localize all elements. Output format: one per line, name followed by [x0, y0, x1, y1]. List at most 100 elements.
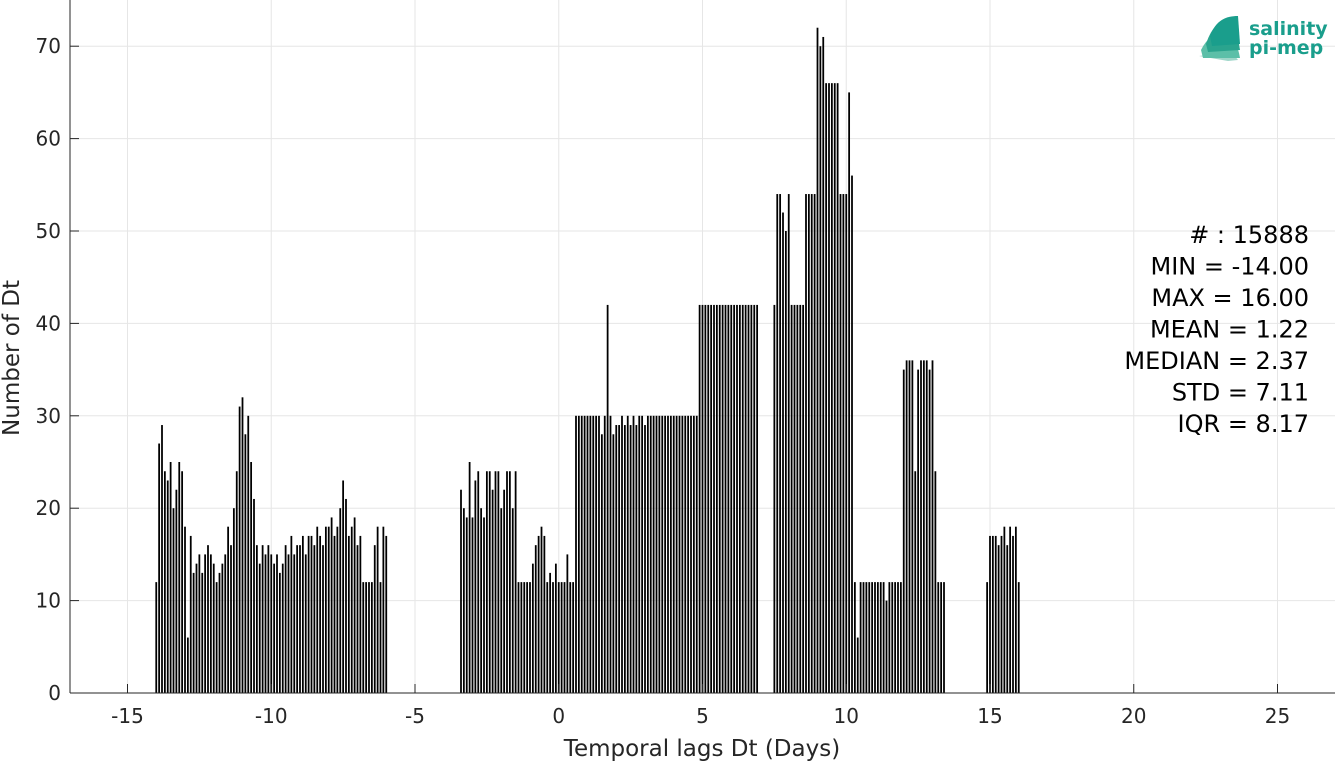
- histogram-bar: [891, 582, 894, 693]
- histogram-bar: [868, 582, 871, 693]
- histogram-bar: [612, 434, 615, 693]
- histogram-bar: [799, 304, 802, 693]
- histogram-bar: [994, 535, 997, 693]
- y-axis-label: Number of Dt: [0, 280, 25, 436]
- histogram-bar: [851, 175, 853, 693]
- histogram-bar: [989, 535, 991, 693]
- logo-text-salinity: salinity: [1249, 18, 1328, 40]
- histogram-bar: [825, 83, 828, 693]
- histogram-bar: [845, 194, 848, 694]
- histogram-bar: [531, 563, 534, 693]
- histogram-bar: [707, 304, 710, 693]
- histogram-bar: [178, 462, 181, 693]
- histogram-bar: [373, 545, 376, 693]
- histogram-bar: [684, 415, 687, 693]
- histogram-bars: [155, 27, 1020, 694]
- histogram-bar: [503, 489, 506, 693]
- histogram-bar: [917, 369, 920, 693]
- histogram-bar: [497, 471, 500, 693]
- histogram-bar: [342, 480, 345, 693]
- x-tick-label: 10: [834, 704, 859, 728]
- stats-line: IQR = 8.17: [1178, 410, 1309, 438]
- histogram-bar: [540, 526, 543, 693]
- histogram-bar: [784, 231, 787, 693]
- histogram-bar: [175, 489, 178, 693]
- histogram-bar: [675, 415, 678, 693]
- logo-text-pi-mep: pi-mep: [1249, 37, 1323, 59]
- histogram-bar: [606, 304, 609, 693]
- histogram-bar: [347, 535, 350, 693]
- histogram-bar: [163, 471, 166, 693]
- histogram-bar: [552, 582, 554, 693]
- histogram-bar: [710, 304, 713, 693]
- histogram-bar: [1006, 545, 1009, 693]
- histogram-bar: [560, 582, 563, 693]
- histogram-bar: [546, 582, 549, 693]
- histogram-bar: [247, 415, 250, 693]
- histogram-bar: [563, 582, 566, 693]
- x-tick-label: -10: [255, 704, 288, 728]
- histogram-bar: [201, 572, 204, 693]
- histogram-bar: [632, 415, 635, 693]
- histogram-bar: [549, 572, 552, 693]
- histogram-bar: [931, 360, 934, 693]
- histogram-bar: [376, 526, 379, 693]
- x-tick-label: -5: [405, 704, 425, 728]
- histogram-bar: [1000, 535, 1003, 693]
- histogram-bar: [879, 582, 882, 693]
- histogram-bar: [230, 545, 232, 693]
- histogram-bar: [227, 526, 230, 693]
- histogram-bar: [695, 415, 698, 693]
- histogram-bar: [646, 415, 649, 693]
- histogram-bar: [756, 304, 759, 693]
- histogram-bar: [782, 212, 784, 693]
- histogram-bar: [718, 304, 721, 693]
- histogram-bar: [543, 535, 546, 693]
- histogram-bar: [862, 582, 865, 693]
- y-tick-label: 60: [36, 127, 61, 151]
- histogram-bar: [261, 545, 264, 693]
- histogram-bar: [158, 443, 161, 693]
- histogram-bar: [569, 582, 572, 693]
- histogram-bar: [250, 462, 253, 693]
- histogram-bar: [273, 563, 276, 693]
- histogram-bar: [911, 360, 914, 693]
- salinity-pi-mep-logo: salinity pi-mep: [1199, 16, 1328, 61]
- histogram-bar: [681, 415, 684, 693]
- histogram-bar: [368, 582, 370, 693]
- y-tick-label: 30: [36, 404, 61, 428]
- y-axis-ticks: 0 10 20 30 40 50 60 70: [36, 34, 79, 705]
- histogram-bar: [842, 194, 845, 694]
- histogram-bar: [258, 563, 261, 693]
- histogram-bar: [885, 600, 888, 693]
- histogram-bar: [336, 526, 339, 693]
- histogram-bar: [934, 471, 937, 693]
- histogram-bar: [264, 554, 267, 693]
- histogram-bar: [678, 415, 681, 693]
- histogram-bar: [192, 572, 195, 693]
- histogram-bar: [830, 83, 833, 693]
- histogram-bar: [204, 554, 207, 693]
- histogram-bar: [520, 582, 523, 693]
- histogram-bar: [661, 415, 664, 693]
- histogram-bar: [618, 425, 621, 693]
- x-tick-label: 0: [552, 704, 565, 728]
- histogram-bar: [592, 415, 595, 693]
- histogram-bar: [905, 360, 908, 693]
- histogram-bar: [698, 304, 701, 693]
- histogram-bar: [807, 194, 810, 694]
- y-tick-label: 10: [36, 589, 61, 613]
- histogram-bar: [790, 304, 793, 693]
- histogram-bar: [554, 563, 557, 693]
- histogram-bar: [658, 415, 661, 693]
- stats-line: MAX = 16.00: [1151, 284, 1309, 312]
- histogram-bar: [644, 425, 646, 693]
- histogram-bar: [255, 545, 258, 693]
- histogram-bar: [382, 526, 385, 693]
- histogram-bar: [474, 480, 477, 693]
- histogram-bar: [793, 304, 796, 693]
- histogram-bar: [876, 582, 879, 693]
- histogram-bar: [603, 415, 606, 693]
- histogram-bar: [460, 489, 462, 693]
- histogram-bar: [324, 526, 327, 693]
